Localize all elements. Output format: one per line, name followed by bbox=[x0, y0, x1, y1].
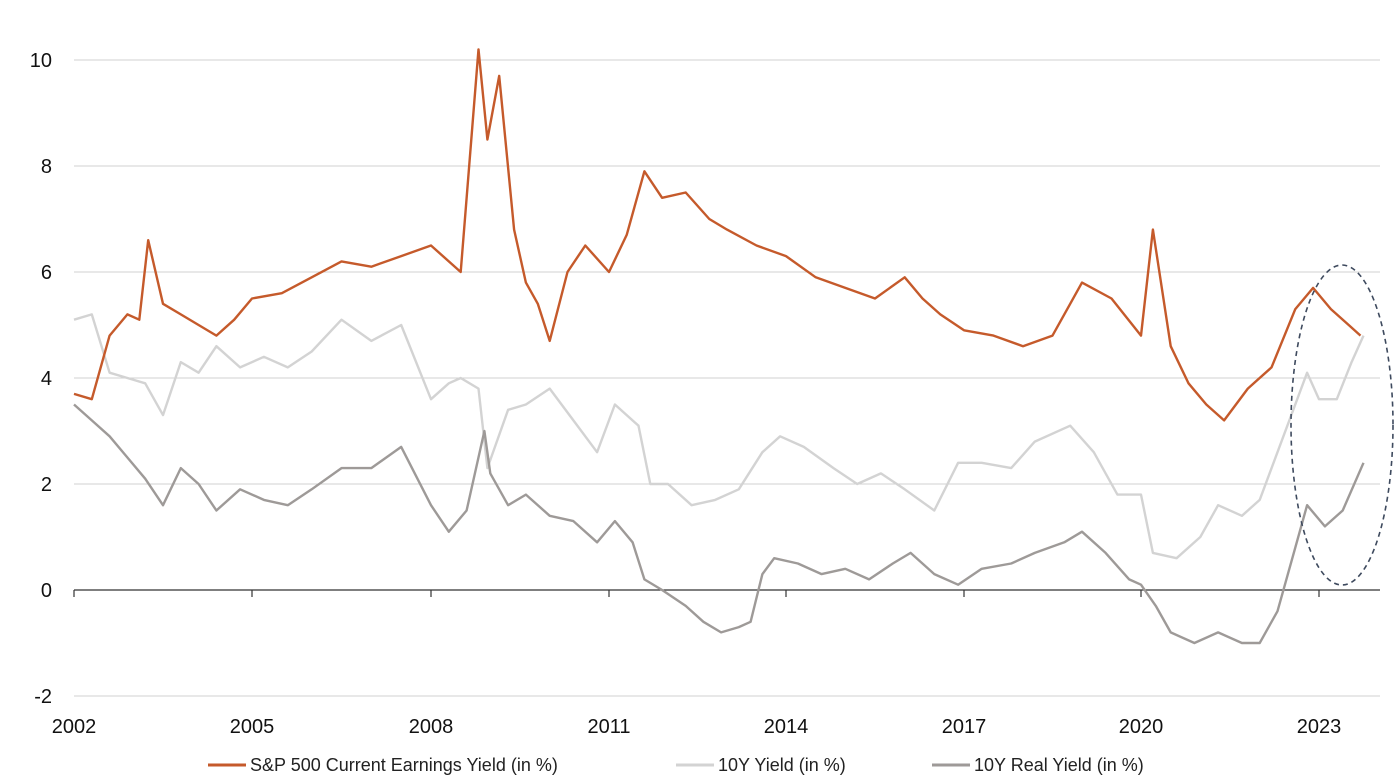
y-axis-tick-labels: -2 0 2 4 6 8 10 bbox=[30, 50, 52, 708]
x-tick-label: 2014 bbox=[764, 716, 809, 738]
x-tick-label: 2005 bbox=[230, 716, 275, 738]
x-tick-label: 2008 bbox=[409, 716, 454, 738]
series-line-1 bbox=[73, 313, 1365, 560]
x-tick-label: 2023 bbox=[1297, 716, 1342, 738]
x-tick-label: 2002 bbox=[52, 716, 97, 738]
y-tick-label: 6 bbox=[41, 262, 52, 284]
y-tick-label: 2 bbox=[41, 474, 52, 496]
y-tick-label: 10 bbox=[30, 50, 52, 72]
series-line-0 bbox=[73, 48, 1362, 422]
legend-label: S&P 500 Current Earnings Yield (in %) bbox=[250, 755, 558, 775]
y-tick-label: -2 bbox=[34, 686, 52, 708]
x-tick-label: 2011 bbox=[587, 716, 630, 738]
legend-label: 10Y Yield (in %) bbox=[718, 755, 846, 775]
y-tick-label: 4 bbox=[41, 368, 52, 390]
x-axis-tick-labels: 2002 2005 2008 2011 2014 2017 2020 2023 bbox=[52, 716, 1342, 738]
gridlines bbox=[74, 59, 1380, 697]
y-tick-label: 8 bbox=[41, 156, 52, 178]
series-line-2 bbox=[73, 403, 1365, 645]
axes bbox=[73, 589, 1380, 597]
legend-label: 10Y Real Yield (in %) bbox=[974, 755, 1144, 775]
x-tick-label: 2017 bbox=[942, 716, 987, 738]
legend: S&P 500 Current Earnings Yield (in %) 10Y… bbox=[208, 755, 1144, 775]
series-lines bbox=[73, 48, 1365, 645]
x-tick-label: 2020 bbox=[1119, 716, 1164, 738]
highlight-ellipse bbox=[1290, 264, 1394, 586]
y-tick-label: 0 bbox=[41, 580, 52, 602]
